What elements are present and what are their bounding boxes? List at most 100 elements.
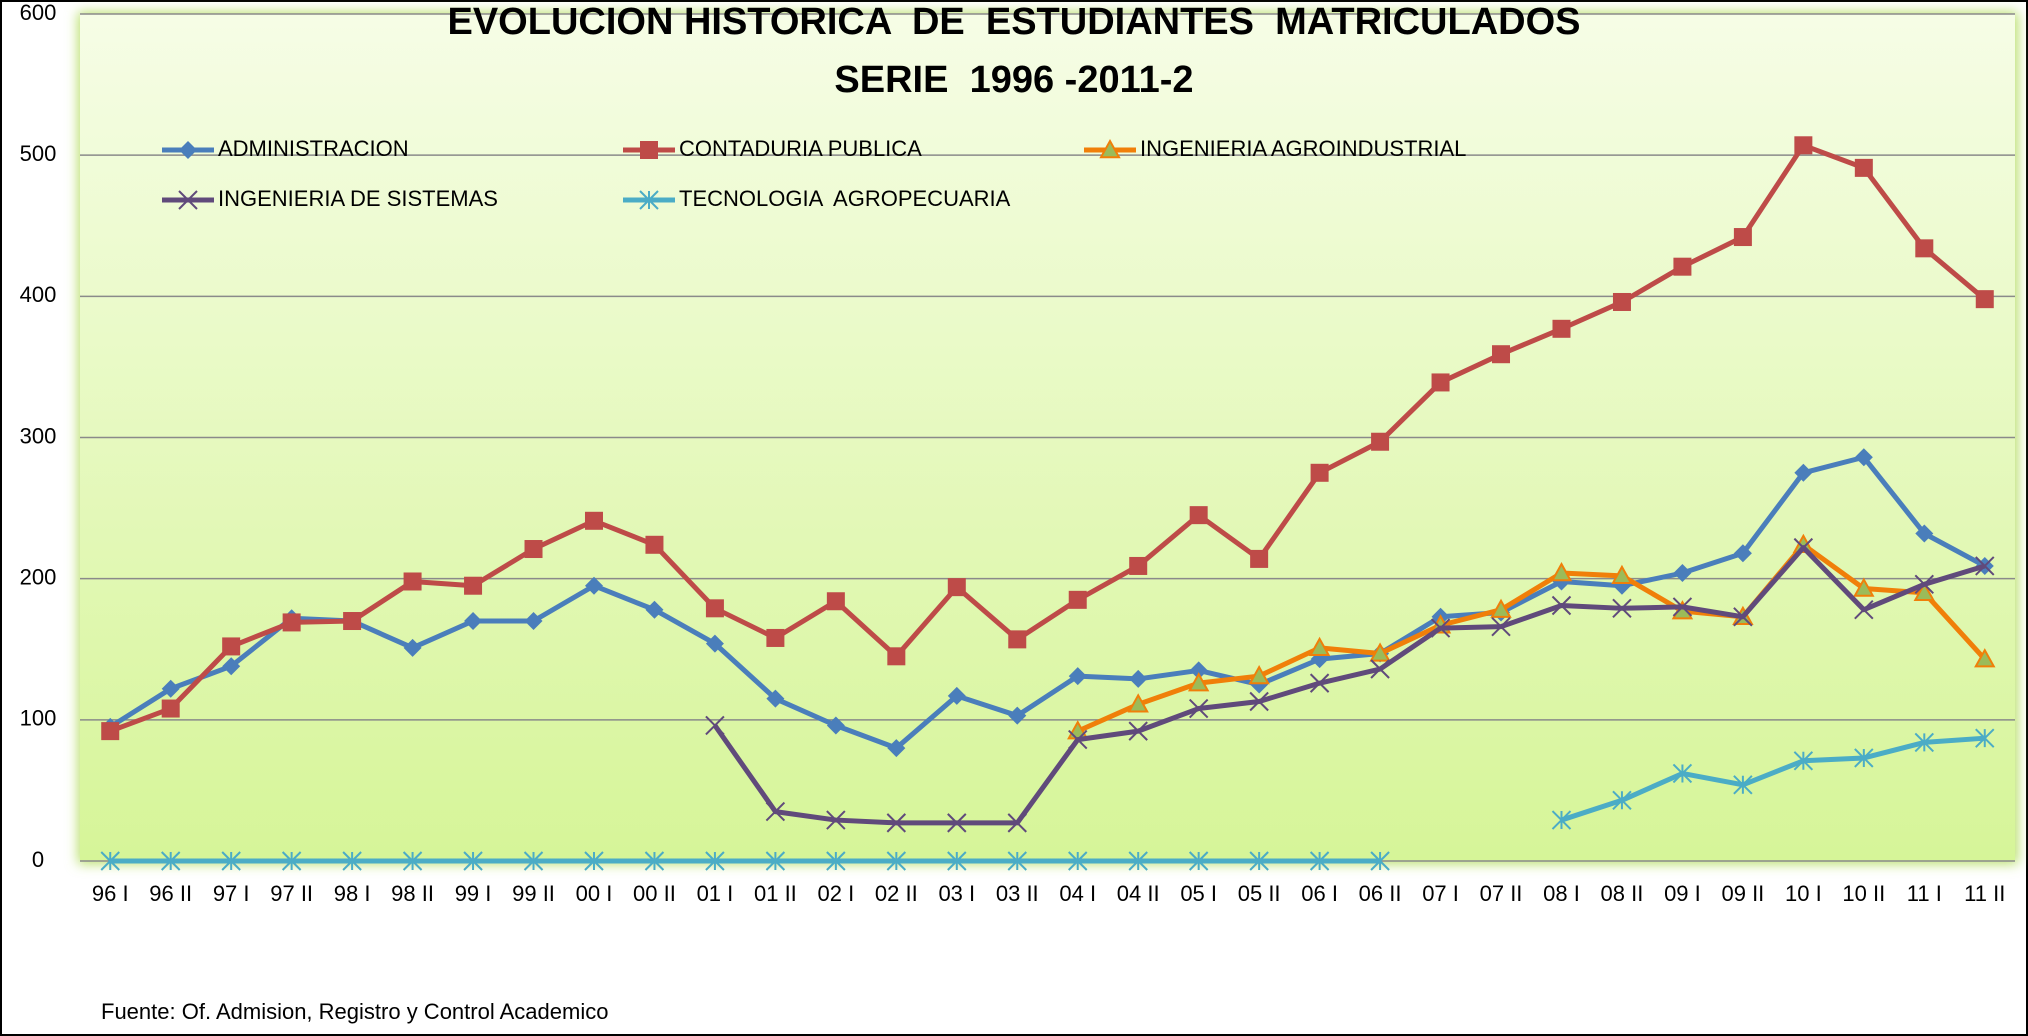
data-point	[343, 612, 362, 631]
data-point	[1370, 851, 1390, 871]
x-tick-label: 08 II	[1601, 881, 1644, 906]
data-point	[1310, 463, 1329, 482]
data-point	[1249, 691, 1269, 712]
data-point	[1975, 728, 1995, 748]
data-point	[524, 540, 543, 559]
data-point	[281, 851, 302, 871]
x-tick-label: 96 II	[149, 881, 192, 906]
x-tick-label: 98 I	[334, 881, 371, 906]
data-point	[282, 613, 301, 632]
series-line	[109, 142, 1987, 734]
data-point	[826, 810, 846, 830]
data-point	[766, 628, 785, 647]
data-point	[1129, 556, 1148, 575]
data-point	[1550, 561, 1573, 582]
data-point	[765, 851, 786, 871]
data-point	[886, 813, 907, 833]
data-point	[342, 851, 362, 871]
data-point	[1854, 600, 1874, 620]
data-point	[826, 716, 845, 735]
data-point	[161, 679, 180, 698]
data-point	[1975, 556, 1995, 576]
data-point	[403, 572, 422, 591]
data-point	[1915, 239, 1934, 258]
data-point	[1793, 751, 1814, 771]
chart-title: EVOLUCION HISTORICA DE ESTUDIANTES MATRI…	[447, 1, 1580, 43]
data-point	[1188, 698, 1209, 719]
data-point	[1189, 506, 1208, 525]
data-point	[1371, 432, 1390, 451]
data-point	[826, 851, 846, 871]
x-tick-label: 05 I	[1180, 881, 1217, 906]
data-point	[1008, 630, 1027, 649]
data-point	[1492, 345, 1511, 364]
data-point	[222, 657, 241, 676]
data-point	[1854, 448, 1873, 467]
data-point	[1188, 851, 1209, 871]
data-point	[1733, 775, 1753, 795]
x-tick-label: 99 II	[512, 881, 555, 906]
data-point	[1248, 665, 1270, 685]
legend-marker	[178, 190, 198, 210]
data-point	[523, 851, 544, 871]
x-tick-label: 04 I	[1059, 881, 1096, 906]
data-point	[1854, 748, 1874, 768]
data-point	[645, 600, 664, 619]
data-point	[1008, 706, 1027, 725]
data-point	[1672, 597, 1693, 617]
data-point	[947, 686, 966, 705]
x-tick-label: 08 I	[1543, 881, 1580, 906]
x-tick-label: 09 II	[1721, 881, 1764, 906]
legend-marker	[640, 141, 658, 159]
data-point	[584, 851, 604, 871]
data-point	[1914, 732, 1935, 753]
x-tick-label: 06 II	[1359, 881, 1402, 906]
data-point	[1551, 595, 1572, 616]
data-point	[1853, 577, 1875, 597]
data-point	[221, 851, 241, 871]
data-point	[1673, 564, 1692, 583]
data-point	[644, 851, 665, 871]
data-point	[1007, 813, 1027, 833]
chart-subtitle: SERIE 1996 -2011-2	[834, 59, 1193, 101]
data-point	[1007, 851, 1027, 871]
series-line	[110, 735, 1985, 864]
data-point	[1370, 659, 1390, 679]
x-tick-label: 01 II	[754, 881, 797, 906]
data-point	[1189, 661, 1208, 680]
legend-marker	[179, 141, 197, 159]
data-point	[101, 722, 120, 741]
x-tick-label: 97 I	[213, 881, 250, 906]
data-point	[1068, 667, 1087, 686]
data-point	[1975, 290, 1994, 309]
data-point	[1733, 228, 1752, 247]
data-point	[1854, 158, 1873, 177]
data-point	[1187, 672, 1210, 692]
data-point	[1127, 693, 1149, 713]
data-point	[1309, 851, 1330, 871]
y-tick-label: 200	[20, 564, 57, 589]
data-point	[1551, 810, 1572, 830]
x-tick-label: 11 I	[1907, 881, 1942, 906]
legend-label: INGENIERIA DE SISTEMAS	[218, 186, 498, 211]
data-point	[1794, 463, 1813, 482]
data-point	[1915, 524, 1934, 543]
data-point	[705, 599, 724, 618]
data-point	[947, 578, 966, 597]
data-point	[1552, 319, 1571, 338]
data-point	[1793, 537, 1814, 558]
data-point	[222, 637, 241, 656]
data-point	[1612, 292, 1631, 311]
series-line	[1076, 542, 1987, 734]
data-point	[886, 851, 907, 871]
data-point	[826, 592, 845, 611]
data-point	[1611, 564, 1633, 585]
x-tick-label: 07 I	[1422, 881, 1459, 906]
data-point	[463, 851, 483, 871]
data-point	[1431, 373, 1450, 392]
x-tick-label: 02 I	[818, 881, 855, 906]
y-tick-label: 600	[20, 0, 57, 25]
x-tick-label: 01 I	[697, 881, 734, 906]
x-tick-label: 98 II	[391, 881, 434, 906]
